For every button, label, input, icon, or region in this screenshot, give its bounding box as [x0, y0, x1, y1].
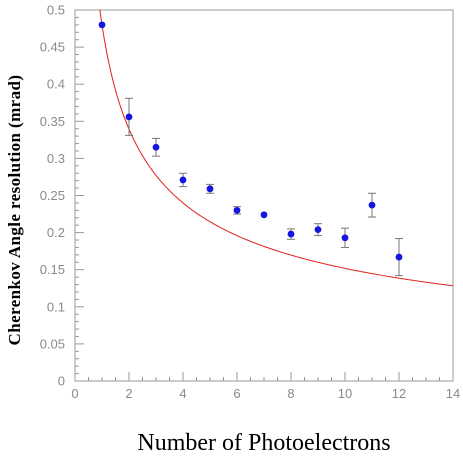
data-point: [341, 234, 349, 242]
x-axis-ticks: 0 2 4 6 8 10 12 14: [71, 372, 460, 401]
x-tick-label: 0: [71, 386, 78, 401]
y-tick-label: 0.5: [47, 3, 65, 18]
data-points: [98, 21, 403, 277]
y-tick-label: 0: [58, 374, 65, 389]
x-tick-label: 4: [179, 386, 186, 401]
y-tick-label: 0.2: [47, 225, 65, 240]
plot-frame: [74, 9, 454, 382]
data-point: [206, 185, 214, 193]
x-tick-label: 10: [338, 386, 352, 401]
data-point: [179, 176, 187, 184]
y-tick-label: 0.45: [40, 40, 65, 55]
data-point: [125, 113, 133, 121]
y-tick-label: 0.15: [40, 262, 65, 277]
fit-curve: [99, 9, 454, 287]
x-tick-label: 6: [233, 386, 240, 401]
y-tick-label: 0.4: [47, 77, 65, 92]
x-tick-label: 2: [125, 386, 132, 401]
y-tick-label: 0.3: [47, 151, 65, 166]
data-point: [152, 143, 160, 151]
data-point: [98, 21, 106, 29]
y-tick-label: 0.35: [40, 114, 65, 129]
y-tick-label: 0.1: [47, 299, 65, 314]
y-axis-title: Cherenkov Angle resolution (mrad): [5, 75, 24, 346]
fit-curves: [99, 9, 454, 287]
data-point: [395, 253, 403, 261]
x-tick-label: 12: [392, 386, 406, 401]
data-point: [287, 230, 295, 238]
data-point: [260, 211, 268, 219]
y-axis-ticks: 0 0.05 0.1 0.15 0.2 0.25 0.3 0.35 0.4 0.45 0.5: [40, 3, 84, 389]
x-tick-label: 8: [287, 386, 294, 401]
data-point: [314, 226, 322, 234]
x-axis-title: Number of Photoelectrons: [137, 430, 390, 456]
x-tick-label: 14: [446, 386, 460, 401]
data-point: [233, 206, 241, 214]
y-tick-label: 0.25: [40, 188, 65, 203]
data-point: [368, 201, 376, 209]
y-tick-label: 0.05: [40, 336, 65, 351]
